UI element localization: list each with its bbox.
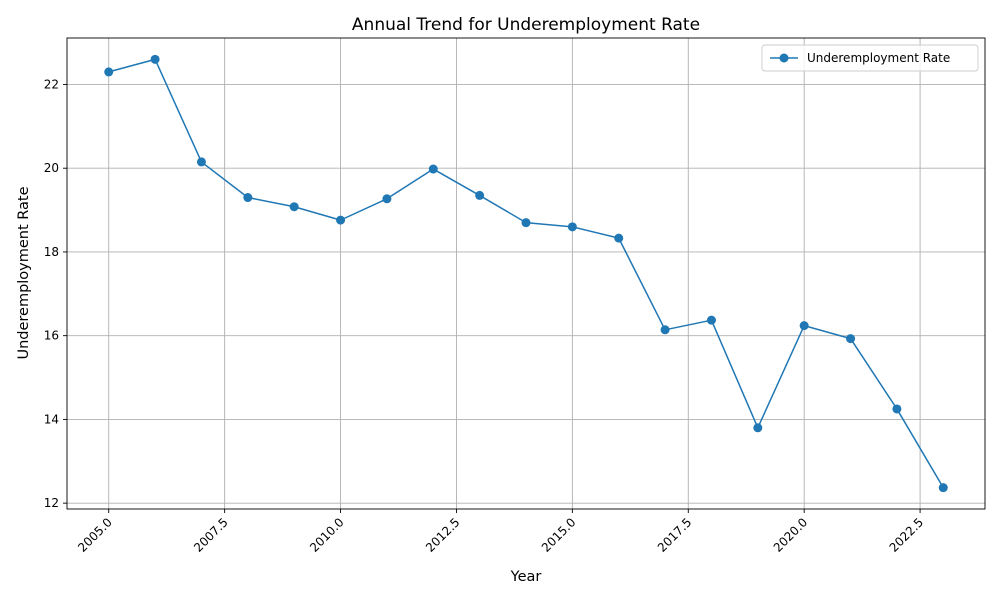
data-point xyxy=(243,193,253,203)
series-layer xyxy=(104,54,948,493)
data-point xyxy=(660,325,670,335)
x-tick-label: 2017.5 xyxy=(655,515,695,555)
data-point xyxy=(336,215,346,225)
data-point xyxy=(938,483,948,493)
grid xyxy=(67,38,985,509)
y-tick-label: 16 xyxy=(44,329,59,343)
axis-ticks: 2005.0 2007.5 2010.0 2012.5 2015.0 2017.5 2020… xyxy=(44,77,926,554)
data-point xyxy=(382,194,392,204)
y-tick-label: 22 xyxy=(44,77,59,91)
y-tick-label: 20 xyxy=(44,161,59,175)
y-tick-label: 14 xyxy=(44,412,59,426)
x-tick-label: 2010.0 xyxy=(307,515,347,555)
x-tick-label: 2012.5 xyxy=(423,515,463,555)
x-axis-title: Year xyxy=(510,569,542,585)
x-tick-label: 2015.0 xyxy=(539,515,579,555)
y-axis-title: Underemployment Rate xyxy=(16,186,32,359)
data-point xyxy=(428,164,438,174)
data-point xyxy=(799,321,809,331)
x-tick-label: 2005.0 xyxy=(75,515,115,555)
data-point xyxy=(846,334,856,344)
y-tick-label: 12 xyxy=(44,496,59,510)
y-tick-label: 18 xyxy=(44,245,59,259)
legend-marker-swatch xyxy=(779,53,789,63)
plot-frame xyxy=(66,37,986,510)
data-point xyxy=(104,67,114,77)
x-tick-label: 2022.5 xyxy=(887,515,927,555)
data-point xyxy=(475,190,485,200)
legend-label: Underemployment Rate xyxy=(807,51,950,65)
legend-box xyxy=(761,44,979,72)
x-tick-label: 2020.0 xyxy=(771,515,811,555)
data-point xyxy=(196,157,206,167)
data-point xyxy=(706,315,716,325)
series-line xyxy=(108,58,944,489)
data-point xyxy=(567,222,577,232)
data-point xyxy=(521,218,531,228)
data-point xyxy=(614,233,624,243)
legend: Underemployment Rate xyxy=(761,44,979,72)
data-point xyxy=(289,202,299,212)
data-point xyxy=(150,54,160,64)
data-point xyxy=(753,423,763,433)
chart-title: Annual Trend for Underemployment Rate xyxy=(352,15,700,35)
x-tick-label: 2007.5 xyxy=(191,515,231,555)
data-point xyxy=(892,404,902,414)
